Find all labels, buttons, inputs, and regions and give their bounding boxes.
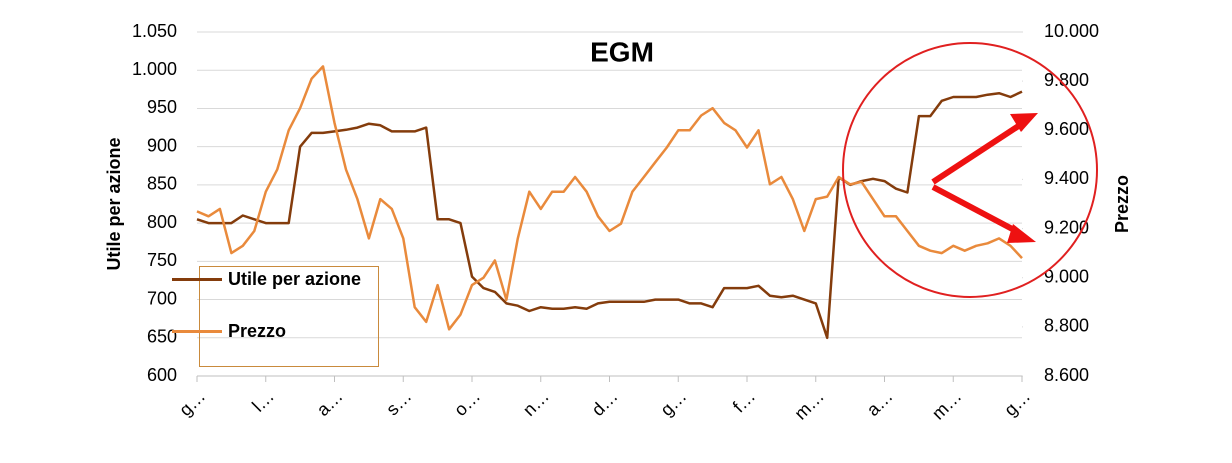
- y-tick-label: 900: [147, 135, 177, 155]
- x-tick-label: f…: [729, 386, 759, 416]
- series-line: [196, 65, 1023, 331]
- x-tick-label: o…: [450, 386, 484, 420]
- y-tick-label: 600: [147, 365, 177, 385]
- y-tick-label: 650: [147, 327, 177, 347]
- y-axis-title: Utile per azione: [104, 137, 124, 270]
- y2-tick-label: 9.400: [1044, 168, 1089, 188]
- x-tick-label: g…: [1000, 386, 1034, 420]
- y-tick-label: 950: [147, 97, 177, 117]
- x-tick-label: g…: [175, 386, 209, 420]
- legend-label: Prezzo: [228, 321, 287, 341]
- legend: Utile per azione Prezzo: [172, 264, 379, 367]
- legend-label: Utile per azione: [228, 269, 362, 289]
- arrow: [931, 184, 1020, 235]
- arrow-head: [1007, 224, 1036, 243]
- x-tick-label: s…: [382, 386, 415, 419]
- y2-tick-label: 9.000: [1044, 266, 1089, 286]
- series-line: [196, 90, 1023, 340]
- highlight-circle: [842, 42, 1098, 298]
- legend-swatch: [172, 278, 222, 281]
- y2-tick-label: 9.200: [1044, 217, 1089, 237]
- x-tick-label: m…: [928, 386, 965, 423]
- y-tick-label: 1.050: [132, 21, 177, 41]
- legend-item: Utile per azione: [172, 264, 363, 294]
- legend-swatch: [172, 330, 222, 333]
- y2-tick-label: 8.800: [1044, 316, 1089, 336]
- x-tick-label: n…: [519, 386, 553, 420]
- x-tick-label: d…: [588, 386, 622, 420]
- x-tick-label: l…: [248, 386, 278, 416]
- y-tick-label: 800: [147, 212, 177, 232]
- x-tick-label: g…: [656, 386, 690, 420]
- y2-axis-title: Prezzo: [1112, 175, 1132, 233]
- y2-tick-label: 8.600: [1044, 365, 1089, 385]
- y-tick-label: 700: [147, 288, 177, 308]
- y-tick-label: 750: [147, 250, 177, 270]
- legend-item: Prezzo: [172, 316, 363, 346]
- chart-title: EGM: [590, 36, 654, 67]
- y2-tick-label: 10.000: [1044, 21, 1099, 41]
- y-tick-label: 850: [147, 174, 177, 194]
- arrow: [931, 122, 1022, 185]
- arrow-head: [1010, 113, 1038, 132]
- x-tick-label: a…: [863, 386, 897, 420]
- y2-tick-label: 9.600: [1044, 119, 1089, 139]
- y-tick-label: 1.000: [132, 59, 177, 79]
- x-tick-label: m…: [790, 386, 827, 423]
- x-tick-label: a…: [313, 386, 347, 420]
